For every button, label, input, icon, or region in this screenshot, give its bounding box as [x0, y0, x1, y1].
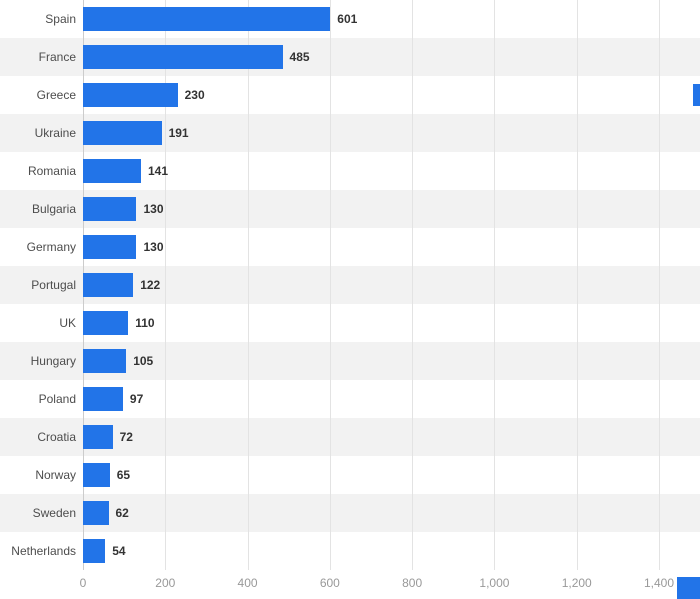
category-label: Hungary — [30, 354, 76, 368]
bar-value-label: 54 — [112, 544, 126, 558]
bar-value-label: 141 — [148, 164, 169, 178]
category-label: Norway — [35, 468, 76, 482]
chart-row: UK 110 — [0, 304, 700, 342]
bar-value-label: 62 — [115, 506, 129, 520]
x-tick-label: 1,400 — [643, 576, 675, 590]
category-label: Spain — [45, 12, 76, 26]
row-plot: 130 — [83, 228, 700, 266]
x-tick-label: 0 — [79, 576, 87, 590]
category-label: Greece — [36, 88, 76, 102]
category-label: Poland — [38, 392, 76, 406]
row-plot: 485 — [83, 38, 700, 76]
chart-row: Germany 130 — [0, 228, 700, 266]
bar-value-label: 72 — [119, 430, 133, 444]
row-plot: 105 — [83, 342, 700, 380]
chart-row: Spain 601 — [0, 0, 700, 38]
bar-romania[interactable] — [83, 159, 141, 183]
category-label: Bulgaria — [31, 202, 76, 216]
category-label: Germany — [26, 240, 76, 254]
row-plot: 110 — [83, 304, 700, 342]
row-plot: 601 — [83, 0, 700, 38]
bar-ukraine[interactable] — [83, 121, 162, 145]
row-plot: 54 — [83, 532, 700, 570]
row-plot: 230 — [83, 76, 700, 114]
bar-germany[interactable] — [83, 235, 137, 259]
category-label: Sweden — [32, 506, 76, 520]
bar-uk[interactable] — [83, 311, 129, 335]
row-plot: 72 — [83, 418, 700, 456]
category-label: Portugal — [31, 278, 76, 292]
x-tick-label: 200 — [155, 576, 176, 590]
chart-row: Hungary 105 — [0, 342, 700, 380]
bar-value-label: 485 — [289, 50, 310, 64]
chart-row: Croatia 72 — [0, 418, 700, 456]
bar-norway[interactable] — [83, 463, 110, 487]
chart-row: Norway 65 — [0, 456, 700, 494]
bar-value-label: 105 — [133, 354, 154, 368]
bar-value-label: 122 — [140, 278, 161, 292]
decoration-fragment-bottom-right — [677, 577, 700, 599]
bar-spain[interactable] — [83, 7, 331, 31]
category-label: Netherlands — [11, 544, 76, 558]
chart-row: France 485 — [0, 38, 700, 76]
chart-row: Sweden 62 — [0, 494, 700, 532]
row-plot: 65 — [83, 456, 700, 494]
x-tick-label: 800 — [402, 576, 423, 590]
chart-row: Netherlands 54 — [0, 532, 700, 570]
row-plot: 130 — [83, 190, 700, 228]
row-plot: 191 — [83, 114, 700, 152]
bar-value-label: 230 — [184, 88, 205, 102]
chart-row: Bulgaria 130 — [0, 190, 700, 228]
category-label: Ukraine — [34, 126, 76, 140]
category-label: UK — [59, 316, 76, 330]
chart-row: Portugal 122 — [0, 266, 700, 304]
bar-value-label: 65 — [116, 468, 131, 482]
bar-value-label: 191 — [168, 126, 189, 140]
x-axis: 0 200 400 600 800 1,000 1,200 1,400 — [0, 570, 700, 599]
bar-bulgaria[interactable] — [83, 197, 137, 221]
decoration-fragment-top-right — [693, 84, 700, 106]
bar-netherlands[interactable] — [83, 539, 106, 563]
x-tick-label: 400 — [237, 576, 258, 590]
chart-row: Poland 97 — [0, 380, 700, 418]
bar-croatia[interactable] — [83, 425, 113, 449]
bar-value-label: 601 — [337, 12, 358, 26]
bar-poland[interactable] — [83, 387, 123, 411]
category-label: Croatia — [37, 430, 76, 444]
chart-row: Romania 141 — [0, 152, 700, 190]
bar-value-label: 97 — [129, 392, 144, 406]
category-label: France — [38, 50, 76, 64]
bar-value-label: 130 — [143, 240, 164, 254]
x-tick-label: 600 — [319, 576, 340, 590]
category-label: Romania — [27, 164, 76, 178]
bar-greece[interactable] — [83, 83, 178, 107]
x-tick-label: 1,200 — [561, 576, 592, 590]
bar-value-label: 110 — [135, 316, 155, 330]
bar-sweden[interactable] — [83, 501, 109, 525]
bar-france[interactable] — [83, 45, 283, 69]
row-plot: 122 — [83, 266, 700, 304]
chart-row: Ukraine 191 — [0, 114, 700, 152]
row-plot: 62 — [83, 494, 700, 532]
x-tick-label: 1,000 — [479, 576, 510, 590]
chart-plot-area: Spain 601 France 485 Greece 230 Ukraine 191 Roma… — [0, 0, 700, 570]
bar-value-label: 130 — [143, 202, 164, 216]
bar-portugal[interactable] — [83, 273, 134, 297]
row-plot: 97 — [83, 380, 700, 418]
chart-row: Greece 230 — [0, 76, 700, 114]
bar-hungary[interactable] — [83, 349, 127, 373]
row-plot: 141 — [83, 152, 700, 190]
